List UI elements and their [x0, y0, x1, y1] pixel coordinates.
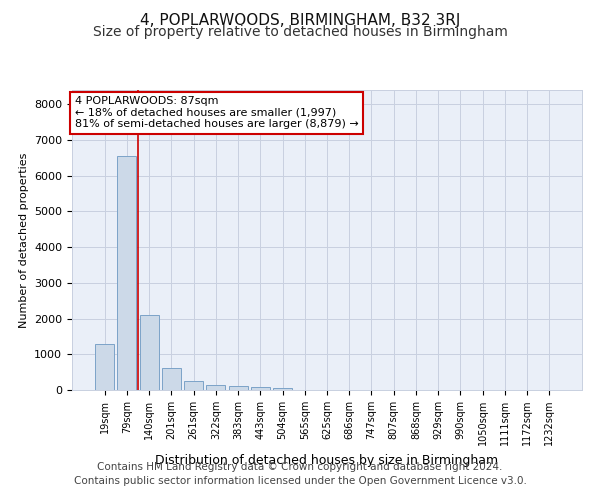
Bar — [229, 386, 248, 390]
Bar — [140, 315, 158, 390]
Bar — [95, 344, 114, 390]
X-axis label: Distribution of detached houses by size in Birmingham: Distribution of detached houses by size … — [155, 454, 499, 466]
Text: Contains public sector information licensed under the Open Government Licence v3: Contains public sector information licen… — [74, 476, 526, 486]
Bar — [273, 388, 292, 390]
Text: Contains HM Land Registry data © Crown copyright and database right 2024.: Contains HM Land Registry data © Crown c… — [97, 462, 503, 472]
Bar — [118, 156, 136, 390]
Bar — [206, 385, 225, 390]
Text: Size of property relative to detached houses in Birmingham: Size of property relative to detached ho… — [92, 25, 508, 39]
Bar — [184, 380, 203, 390]
Bar — [162, 368, 181, 390]
Text: 4 POPLARWOODS: 87sqm
← 18% of detached houses are smaller (1,997)
81% of semi-de: 4 POPLARWOODS: 87sqm ← 18% of detached h… — [74, 96, 358, 129]
Bar — [251, 388, 270, 390]
Y-axis label: Number of detached properties: Number of detached properties — [19, 152, 29, 328]
Text: 4, POPLARWOODS, BIRMINGHAM, B32 3RJ: 4, POPLARWOODS, BIRMINGHAM, B32 3RJ — [140, 12, 460, 28]
